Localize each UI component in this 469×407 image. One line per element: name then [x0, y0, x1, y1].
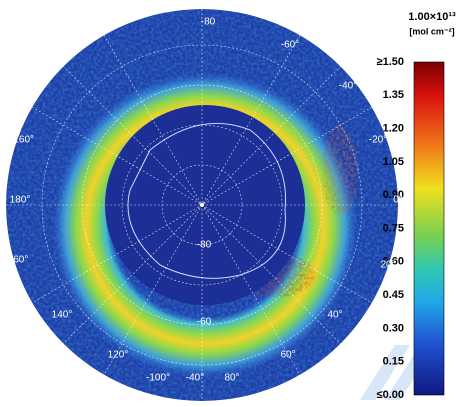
longitude-label: 20° — [380, 260, 395, 271]
longitude-label: -100° — [88, 17, 112, 28]
longitude-label: 160° — [8, 255, 29, 266]
colorbar-tick-label: 0.45 — [383, 289, 404, 301]
longitude-label: -140° — [10, 81, 34, 92]
longitude-label: -40° — [186, 373, 204, 384]
longitude-label: 60° — [280, 350, 295, 361]
longitude-label: -40° — [339, 81, 357, 92]
longitude-label: 80° — [224, 373, 239, 384]
colorbar-scale: 1.00×10¹³ — [408, 11, 456, 23]
page: {"colorbar": {"scale": "1.00×10¹³", "uni… — [0, 0, 469, 402]
latitude-label: -60 — [197, 317, 212, 328]
colorbar — [414, 62, 444, 395]
colorbar-tick-label: 0.75 — [383, 222, 404, 234]
map-figure: 1.00×10¹³ [mol cm⁻²] ≥1.50 1.35 1.20 1.05 0.… — [0, 0, 469, 402]
longitude-label: -100° — [146, 373, 170, 384]
longitude-label: -20° — [369, 135, 387, 146]
longitude-label: -80 — [201, 17, 216, 28]
latitude-label: -80 — [197, 240, 212, 251]
longitude-label: 120° — [108, 350, 129, 361]
longitude-label: 40° — [327, 310, 342, 321]
colorbar-tick-label: ≤0.00 — [377, 389, 404, 401]
colorbar-unit: [mol cm⁻²] — [409, 26, 454, 36]
longitude-label: 180° — [10, 195, 31, 206]
colorbar-tick-label: 1.05 — [383, 156, 404, 168]
colorbar-tick-label: ≥1.50 — [377, 56, 404, 68]
longitude-label: -160° — [10, 135, 34, 146]
longitude-label: 140° — [52, 310, 73, 321]
longitude-label: -60° — [281, 40, 299, 51]
colorbar-tick-label: 1.35 — [383, 89, 404, 101]
colorbar-tick-label: 0.15 — [383, 356, 404, 368]
colorbar-tick-label: 1.20 — [383, 123, 404, 135]
longitude-label: -120° — [30, 41, 54, 52]
longitude-label: 0° — [393, 195, 403, 206]
map-field — [6, 9, 398, 401]
colorbar-tick-label: 0.30 — [383, 322, 404, 334]
